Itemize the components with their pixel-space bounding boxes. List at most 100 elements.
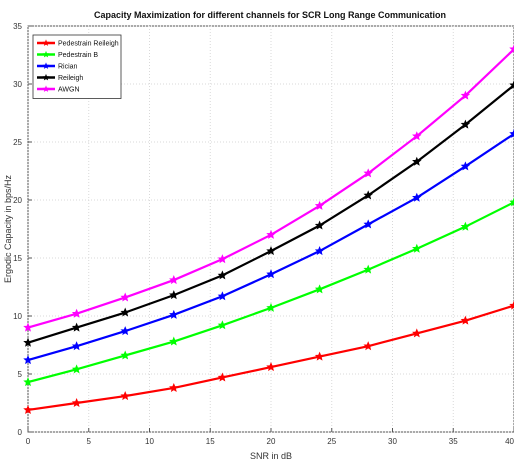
data-point — [412, 243, 422, 253]
data-point — [23, 337, 33, 347]
legend-marker — [42, 62, 50, 69]
data-point — [509, 44, 514, 54]
data-point — [266, 246, 276, 256]
data-point — [71, 364, 82, 374]
x-axis-ticks: 0 5 10 15 20 25 30 35 40 — [26, 428, 514, 446]
data-point — [266, 362, 276, 372]
data-point — [509, 300, 514, 310]
legend-label: Rician — [58, 64, 78, 71]
series-2 — [23, 128, 514, 365]
data-point — [363, 264, 373, 274]
data-point — [120, 326, 130, 336]
data-point — [509, 197, 514, 207]
y-tick-label: 5 — [18, 370, 23, 379]
data-point — [217, 372, 228, 382]
y-tick-label: 30 — [13, 80, 22, 89]
data-point — [509, 80, 514, 90]
x-tick-label: 0 — [26, 437, 31, 446]
data-point — [460, 315, 471, 325]
legend-marker — [42, 39, 50, 46]
data-point — [363, 190, 373, 200]
x-tick-label: 15 — [206, 437, 215, 446]
data-point — [71, 398, 82, 408]
y-tick-label: 20 — [13, 196, 22, 205]
legend-entry: AWGN — [37, 85, 80, 94]
data-point — [23, 377, 33, 387]
legend-marker — [42, 73, 50, 81]
data-point — [169, 336, 179, 346]
data-point — [71, 308, 82, 318]
x-tick-label: 40 — [505, 437, 514, 446]
data-point — [363, 341, 373, 351]
y-axis-label: Ergodic Capacity in bps/Hz — [3, 174, 13, 283]
data-point — [314, 200, 325, 210]
legend-entry: Rician — [37, 62, 78, 71]
series-4 — [23, 44, 514, 332]
x-tick-label: 10 — [145, 437, 154, 446]
legend-entry: Reileigh — [37, 73, 83, 82]
chart-title: Capacity Maximization for different chan… — [94, 10, 446, 20]
data-point — [23, 355, 33, 365]
legend-entry: Pedestrain Reileigh — [37, 39, 119, 48]
data-point — [120, 350, 130, 360]
data-point — [120, 307, 130, 317]
data-point — [217, 254, 228, 264]
data-point — [71, 322, 82, 332]
data-point — [217, 320, 228, 330]
data-point — [363, 219, 373, 229]
x-tick-label: 30 — [388, 437, 397, 446]
legend-label: AWGN — [58, 87, 80, 94]
data-point — [120, 292, 130, 302]
series-0 — [23, 300, 514, 414]
data-point — [314, 284, 325, 294]
data-point — [509, 128, 514, 138]
data-point — [169, 382, 179, 392]
data-point — [169, 290, 179, 300]
data-point — [217, 270, 228, 280]
legend-marker — [42, 50, 50, 58]
x-tick-label: 5 — [87, 437, 92, 446]
y-tick-label: 10 — [13, 312, 22, 321]
y-tick-label: 25 — [13, 138, 22, 147]
data-point — [266, 302, 276, 312]
y-axis-ticks: 0 5 10 15 20 25 30 35 — [13, 22, 32, 437]
data-point — [266, 229, 276, 239]
data-point — [412, 328, 422, 338]
data-point — [460, 221, 471, 231]
series-1 — [23, 197, 514, 387]
data-point — [217, 291, 228, 301]
data-point — [460, 90, 471, 100]
legend-label: Pedestrain Reileigh — [58, 41, 119, 48]
x-axis-label: SNR in dB — [250, 451, 292, 461]
series-layer — [23, 44, 514, 414]
data-point — [71, 341, 82, 351]
y-tick-label: 0 — [18, 428, 23, 437]
data-point — [266, 269, 276, 279]
data-point — [120, 391, 130, 401]
series-3 — [23, 80, 514, 347]
y-tick-label: 35 — [13, 22, 22, 31]
legend: Pedestrain Reileigh Pedestrain B Rician Rei… — [32, 34, 122, 99]
data-point — [169, 309, 179, 319]
data-point — [363, 168, 373, 178]
data-point — [23, 322, 33, 332]
x-tick-label: 35 — [449, 437, 458, 446]
data-point — [314, 220, 325, 230]
x-tick-label: 20 — [267, 437, 276, 446]
legend-entry: Pedestrain B — [37, 50, 98, 59]
data-point — [23, 404, 33, 414]
y-tick-label: 15 — [13, 254, 22, 263]
legend-label: Pedestrain B — [58, 52, 98, 59]
data-point — [412, 131, 422, 141]
data-point — [412, 192, 422, 202]
data-point — [460, 119, 471, 129]
legend-marker — [42, 85, 50, 92]
legend-label: Reileigh — [58, 75, 83, 82]
data-point — [412, 156, 422, 166]
data-point — [314, 246, 325, 256]
x-tick-label: 25 — [327, 437, 336, 446]
data-point — [314, 351, 325, 361]
data-point — [169, 275, 179, 285]
data-point — [460, 161, 471, 171]
